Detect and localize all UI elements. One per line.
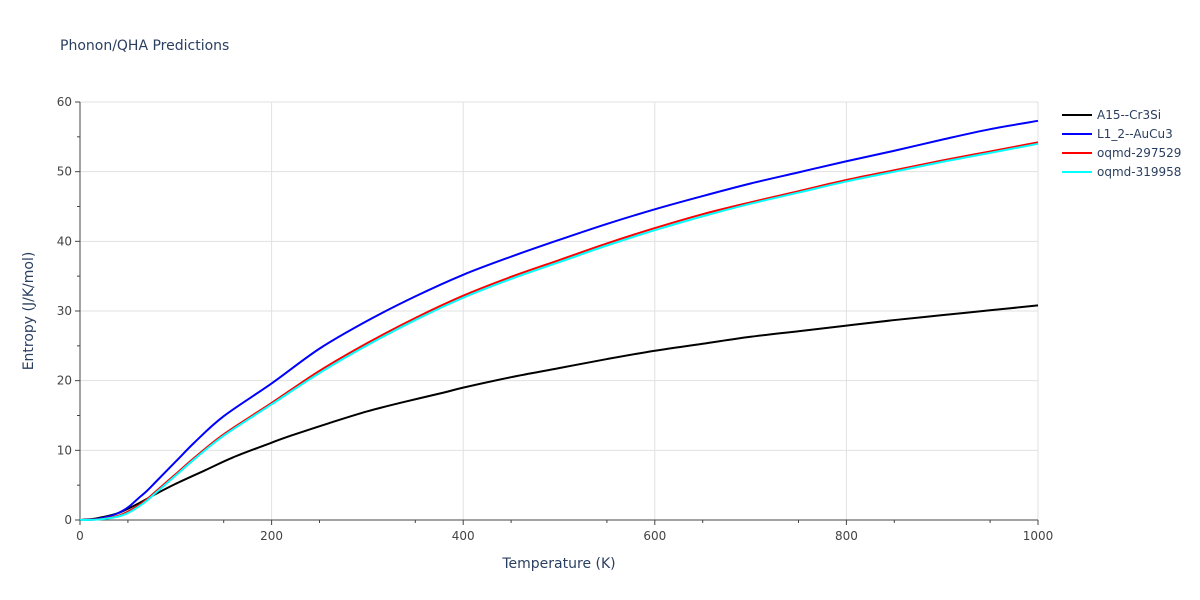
legend-label: oqmd-319958: [1097, 165, 1181, 179]
x-tick-label: 200: [260, 529, 283, 543]
y-axis-title: Entropy (J/K/mol): [21, 252, 37, 371]
y-tick-label: 20: [57, 374, 72, 388]
legend-label: L1_2--AuCu3: [1097, 127, 1173, 141]
x-tick-label: 800: [835, 529, 858, 543]
y-tick-label: 30: [57, 304, 72, 318]
legend[interactable]: A15--Cr3Si L1_2--AuCu3 oqmd-297529 oqmd-319…: [1062, 108, 1181, 179]
legend-item[interactable]: oqmd-319958: [1062, 165, 1181, 179]
y-tick-label: 50: [57, 165, 72, 179]
plot-area: [79, 119, 1039, 521]
legend-label: A15--Cr3Si: [1097, 108, 1161, 122]
legend-item[interactable]: L1_2--AuCu3: [1062, 127, 1173, 141]
x-ticks: 0 200 400 600 800 1000: [76, 520, 1053, 543]
x-axis-title: Temperature (K): [501, 556, 615, 572]
legend-item[interactable]: A15--Cr3Si: [1062, 108, 1161, 122]
y-tick-label: 0: [64, 513, 72, 527]
series-line-1[interactable]: [79, 304, 1039, 521]
x-tick-label: 0: [76, 529, 84, 543]
y-ticks: 0 10 20 30 40 50 60: [57, 95, 80, 527]
x-tick-label: 400: [452, 529, 475, 543]
chart-title: Phonon/QHA Predictions: [60, 38, 229, 54]
series-line-2[interactable]: [79, 119, 1039, 521]
y-tick-label: 40: [57, 234, 72, 248]
series-line-3[interactable]: [79, 141, 1039, 521]
legend-label: oqmd-297529: [1097, 146, 1181, 160]
legend-item[interactable]: oqmd-297529: [1062, 146, 1181, 160]
grid: [80, 101, 1039, 520]
x-tick-label: 600: [643, 529, 666, 543]
y-tick-label: 10: [57, 443, 72, 457]
y-tick-label: 60: [57, 95, 72, 109]
series-line-4[interactable]: [79, 142, 1039, 521]
x-tick-label: 1000: [1023, 529, 1054, 543]
